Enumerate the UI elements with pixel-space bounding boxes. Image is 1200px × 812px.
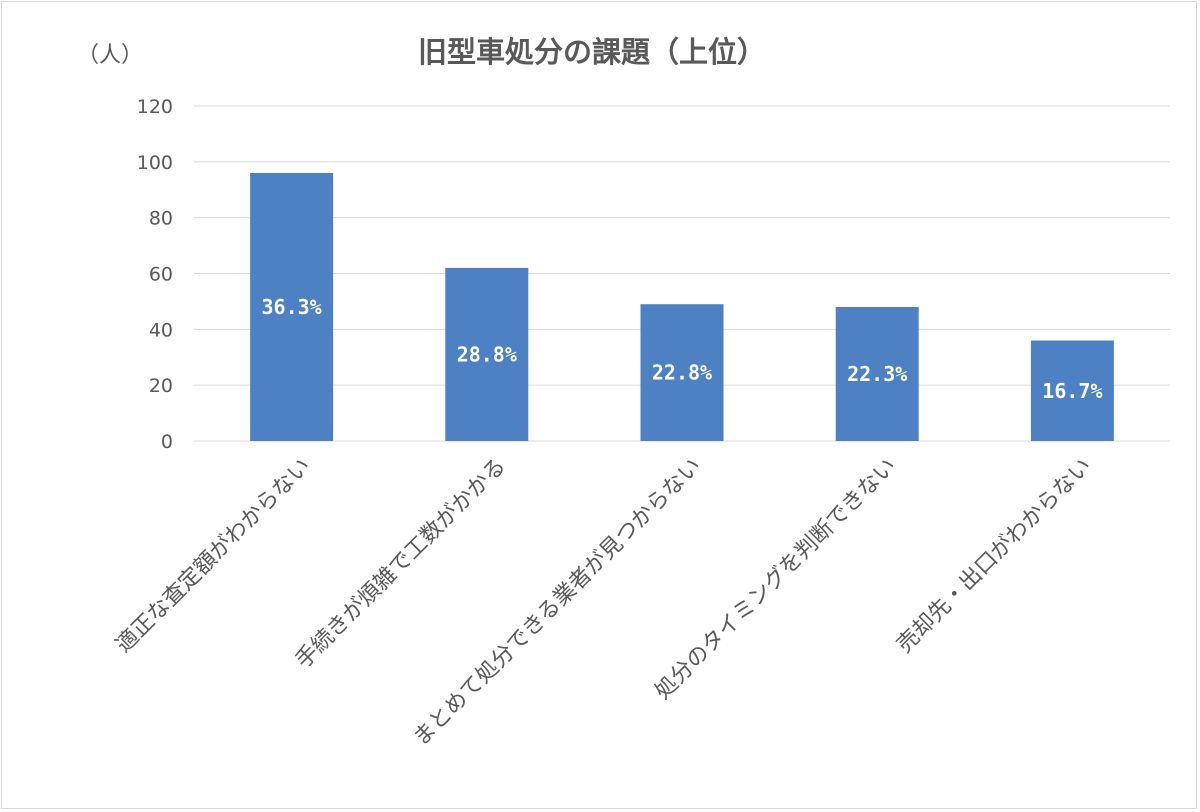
y-tick-label: 100 [137,152,173,174]
y-tick-label: 80 [149,208,173,230]
bar [445,267,529,441]
bar [1030,340,1114,441]
y-tick-label: 20 [149,375,173,397]
y-tick-label: 60 [149,264,173,286]
bar-data-label: 16.7% [1042,379,1102,403]
bar-data-label: 22.3% [847,362,907,386]
x-category-label: 手続きが煩雑で工数がかかる [291,454,511,674]
bar-data-label: 36.3% [261,295,321,319]
y-tick-label: 120 [137,96,173,118]
bars [250,173,1114,441]
data-labels: 36.3% 28.8% 22.8% 22.3% 16.7% [261,295,1102,403]
bar [835,307,919,441]
y-tick-label: 0 [161,431,173,453]
x-category-label: 処分のタイミングを判断できない [650,454,901,705]
bar [640,304,724,441]
x-axis-categories: 適正な査定額がわからない手続きが煩雑で工数がかかるまとめて処分できる業者が見つか… [111,454,1096,751]
y-axis-ticks: 0 20 40 60 80 100 120 [137,96,173,453]
bar-data-label: 28.8% [457,342,517,366]
bar [250,173,334,441]
x-category-label: 適正な査定額がわからない [111,454,315,658]
bar-data-label: 22.8% [652,361,712,385]
y-axis-unit-label: （人） [77,43,143,68]
y-tick-label: 40 [149,319,173,341]
x-category-label: 売却先・出口がわからない [892,454,1096,658]
chart-title: 旧型車処分の課題（上位） [418,35,766,69]
